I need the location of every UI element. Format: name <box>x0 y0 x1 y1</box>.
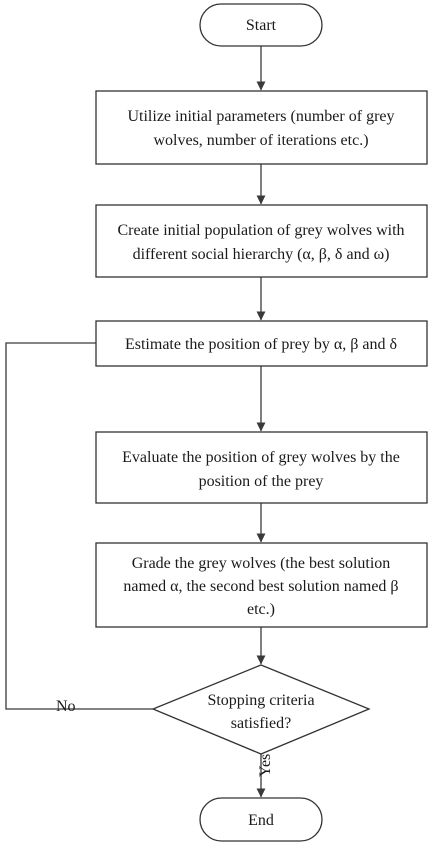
decision-diamond-line-1: Stopping criteria <box>207 692 314 709</box>
process-box-evaluate-wolf-positions-line-2: position of the prey <box>199 473 324 490</box>
process-box-initial-parameters-line-2: wolves, number of iterations etc.) <box>153 132 368 149</box>
process-box-grade-wolves-line-3: etc.) <box>247 601 275 618</box>
edge-label-no: No <box>56 698 76 715</box>
process-box-estimate-prey-position-line-1: Estimate the position of prey by α, β an… <box>125 336 397 353</box>
start-terminal-label: Start <box>246 17 277 34</box>
decision-diamond <box>153 665 369 754</box>
decision-diamond-line-2: satisfied? <box>231 715 291 732</box>
process-box-grade-wolves-line-1: Grade the grey wolves (the best solution <box>132 555 391 572</box>
process-box-evaluate-wolf-positions <box>96 432 427 503</box>
process-box-grade-wolves-line-2: named α, the second best solution named … <box>123 578 398 595</box>
connector-decision-loop <box>6 343 153 709</box>
process-box-initial-parameters <box>96 91 427 164</box>
end-terminal-label: End <box>248 812 274 829</box>
process-box-initial-population-line-2: different social hierarchy (α, β, δ and … <box>133 246 390 263</box>
process-box-initial-population-line-1: Create initial population of grey wolves… <box>117 222 404 239</box>
process-box-initial-population <box>96 205 427 277</box>
edge-label-yes: Yes <box>257 754 274 777</box>
process-box-initial-parameters-line-1: Utilize initial parameters (number of gr… <box>127 108 394 125</box>
process-box-evaluate-wolf-positions-line-1: Evaluate the position of grey wolves by … <box>122 449 400 466</box>
